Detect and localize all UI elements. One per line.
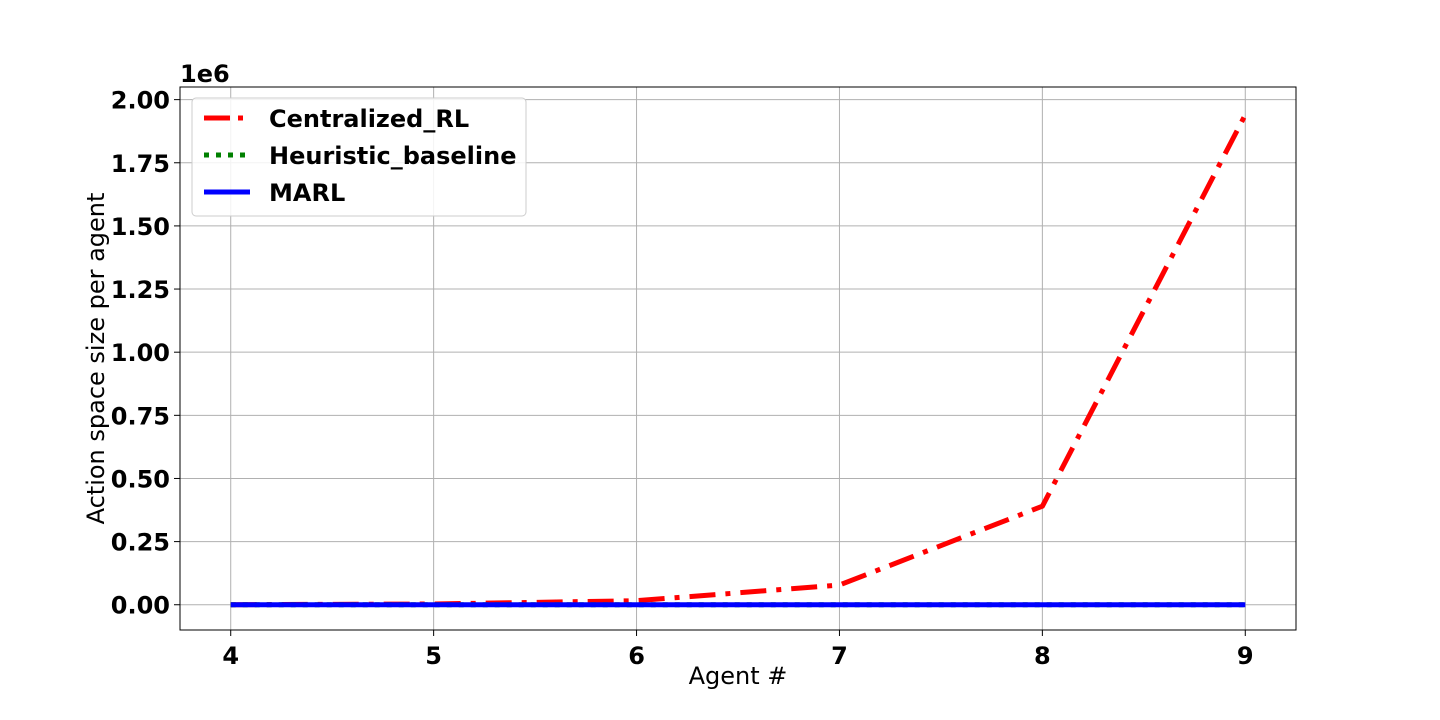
x-axis-label: Agent # xyxy=(689,662,788,690)
y-tick-label: 2.00 xyxy=(111,87,170,115)
y-offset-label: 1e6 xyxy=(180,60,230,88)
legend: Centralized_RL Heuristic_baseline MARL xyxy=(191,97,527,217)
y-tick-label: 0.25 xyxy=(111,529,170,557)
y-axis: 0.00 0.25 0.50 0.75 1.00 1.25 1.50 1.75 2.00 xyxy=(111,87,180,620)
grid-lines xyxy=(180,87,1296,630)
legend-entry-label: Heuristic_baseline xyxy=(269,142,516,170)
y-tick-label: 1.75 xyxy=(111,150,170,178)
x-axis: 4 5 6 7 8 9 xyxy=(222,630,1254,670)
x-tick-label: 7 xyxy=(831,642,848,670)
x-tick-label: 9 xyxy=(1237,642,1254,670)
x-tick-label: 5 xyxy=(425,642,442,670)
y-tick-label: 0.75 xyxy=(111,402,170,430)
y-tick-label: 1.50 xyxy=(111,213,170,241)
y-axis-label: Action space size per agent xyxy=(82,193,110,525)
y-tick-label: 0.00 xyxy=(111,592,170,620)
y-tick-label: 1.00 xyxy=(111,339,170,367)
x-tick-label: 4 xyxy=(222,642,239,670)
y-tick-label: 1.25 xyxy=(111,276,170,304)
plot-frame xyxy=(179,86,1297,631)
legend-entry-label: Centralized_RL xyxy=(269,105,469,133)
x-tick-label: 6 xyxy=(628,642,645,670)
legend-entry-label: MARL xyxy=(269,179,345,207)
y-tick-label: 0.50 xyxy=(111,465,170,493)
series-layer xyxy=(230,113,1248,608)
legend-box xyxy=(191,97,527,217)
x-tick-label: 8 xyxy=(1034,642,1051,670)
